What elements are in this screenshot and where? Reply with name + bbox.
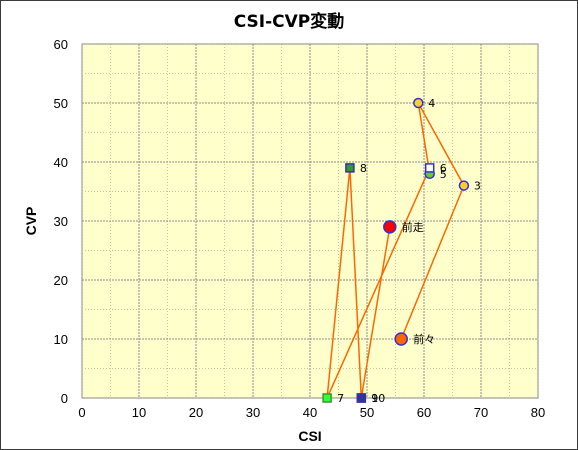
- x-tick-label: 70: [474, 405, 488, 420]
- y-tick-label: 0: [61, 391, 68, 406]
- x-axis-ticks: 0 10 20 30 40 50 60 70 80: [78, 405, 545, 420]
- data-point-label: 3: [474, 180, 481, 193]
- x-tick-label: 60: [417, 405, 431, 420]
- y-tick-label: 40: [54, 155, 68, 170]
- data-point: [383, 220, 397, 234]
- x-tick-label: 80: [531, 405, 545, 420]
- point-labels: 前々 3 4 56 7 8 910 前走: [337, 97, 481, 405]
- y-tick-label: 50: [54, 96, 68, 111]
- y-tick-label: 20: [54, 273, 68, 288]
- y-axis-label: CVP: [23, 207, 39, 236]
- x-tick-label: 20: [189, 405, 203, 420]
- y-tick-label: 10: [54, 332, 68, 347]
- data-points: [322, 97, 470, 403]
- data-point: [413, 97, 424, 109]
- x-axis-label: CSI: [298, 428, 321, 444]
- data-point: [394, 332, 408, 346]
- data-point: [322, 393, 332, 403]
- data-point: [458, 180, 470, 191]
- data-point-label: 前々: [413, 332, 435, 346]
- data-point-label: 6: [440, 162, 447, 175]
- x-tick-label: 50: [360, 405, 374, 420]
- x-tick-label: 10: [132, 405, 146, 420]
- data-point-label: 5: [440, 168, 447, 181]
- x-tick-label: 0: [78, 405, 85, 420]
- data-point: [345, 163, 355, 173]
- data-point-label: 4: [428, 97, 435, 110]
- grid-lines: [81, 43, 539, 399]
- x-tick-label: 30: [246, 405, 260, 420]
- data-point-label: 9: [371, 392, 378, 405]
- y-tick-label: 30: [54, 214, 68, 229]
- data-point-label: 8: [360, 162, 367, 175]
- y-tick-label: 60: [54, 37, 68, 52]
- data-point: [356, 393, 367, 403]
- data-point-label: 10: [371, 392, 385, 405]
- chart-title: CSI-CVP変動: [234, 11, 345, 32]
- data-point-label: 7: [337, 392, 344, 405]
- y-axis-ticks: 0 10 20 30 40 50 60: [54, 37, 68, 406]
- x-tick-label: 40: [303, 405, 317, 420]
- data-point: [424, 163, 435, 173]
- data-point-label: 前走: [402, 220, 424, 234]
